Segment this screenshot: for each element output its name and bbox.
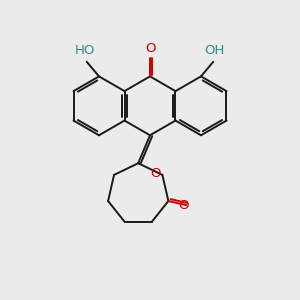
Text: OH: OH xyxy=(205,44,225,57)
Text: O: O xyxy=(145,42,155,55)
Text: O: O xyxy=(150,167,160,180)
Text: O: O xyxy=(178,199,188,212)
Text: HO: HO xyxy=(75,44,95,57)
